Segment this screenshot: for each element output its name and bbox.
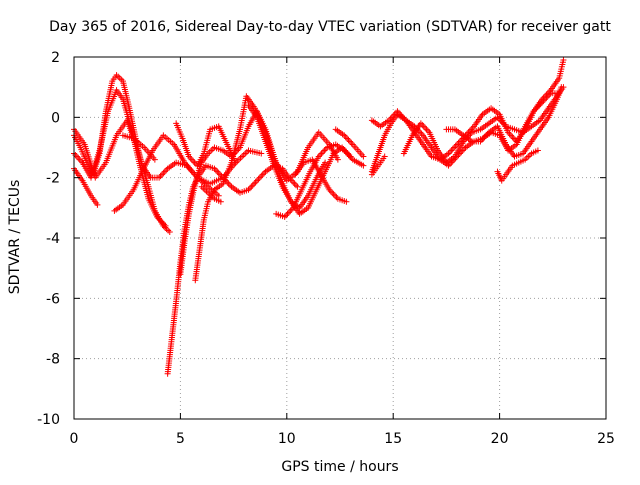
x-tick-label: 10 (278, 431, 296, 447)
data-point (360, 153, 367, 160)
data-point (217, 198, 224, 205)
series-track-11 (198, 183, 224, 205)
series-track-20 (494, 147, 541, 184)
data-point (558, 84, 565, 91)
series-track-4 (71, 165, 101, 208)
y-tick-label: 2 (51, 50, 60, 66)
axes (73, 56, 607, 420)
data-marks (71, 57, 567, 377)
data-point (166, 228, 173, 235)
y-axis-label: SDTVAR / TECUs (7, 180, 23, 295)
x-axis-label: GPS time / hours (281, 459, 398, 475)
data-point (534, 147, 541, 154)
series-track-21 (368, 153, 388, 178)
series-track-18 (400, 84, 567, 166)
y-tick-label: 0 (51, 110, 60, 126)
series-track-12 (245, 102, 354, 217)
data-point (232, 159, 239, 166)
series-track-6 (119, 132, 158, 163)
data-point (560, 57, 567, 64)
x-tick-label: 5 (176, 431, 185, 447)
series-track-10 (173, 120, 239, 169)
y-tick-label: -8 (46, 352, 60, 368)
data-point (294, 183, 301, 190)
data-point (343, 198, 350, 205)
x-tick-label: 15 (384, 431, 402, 447)
series-track-15 (332, 126, 367, 160)
x-tick-label: 25 (597, 431, 615, 447)
data-point (258, 150, 265, 157)
series-track-19 (443, 84, 565, 160)
tick-labels: 0 5 10 15 20 25 -10 -8 -6 -4 -2 0 2 (37, 50, 615, 447)
y-tick-label: -10 (37, 412, 60, 428)
series-track-14 (292, 156, 350, 205)
data-point (94, 201, 101, 208)
data-point (381, 153, 388, 160)
data-point (322, 159, 329, 166)
y-tick-label: -6 (46, 291, 60, 307)
y-tick-label: -4 (46, 231, 60, 247)
data-point (360, 162, 367, 169)
x-tick-label: 0 (70, 431, 79, 447)
y-tick-label: -2 (46, 171, 60, 187)
data-point (215, 192, 222, 199)
series-track-13 (273, 141, 367, 220)
x-tick-label: 20 (491, 431, 509, 447)
data-point (334, 156, 341, 163)
chart-title: Day 365 of 2016, Sidereal Day-to-day VTE… (49, 19, 611, 35)
data-point (151, 156, 158, 163)
